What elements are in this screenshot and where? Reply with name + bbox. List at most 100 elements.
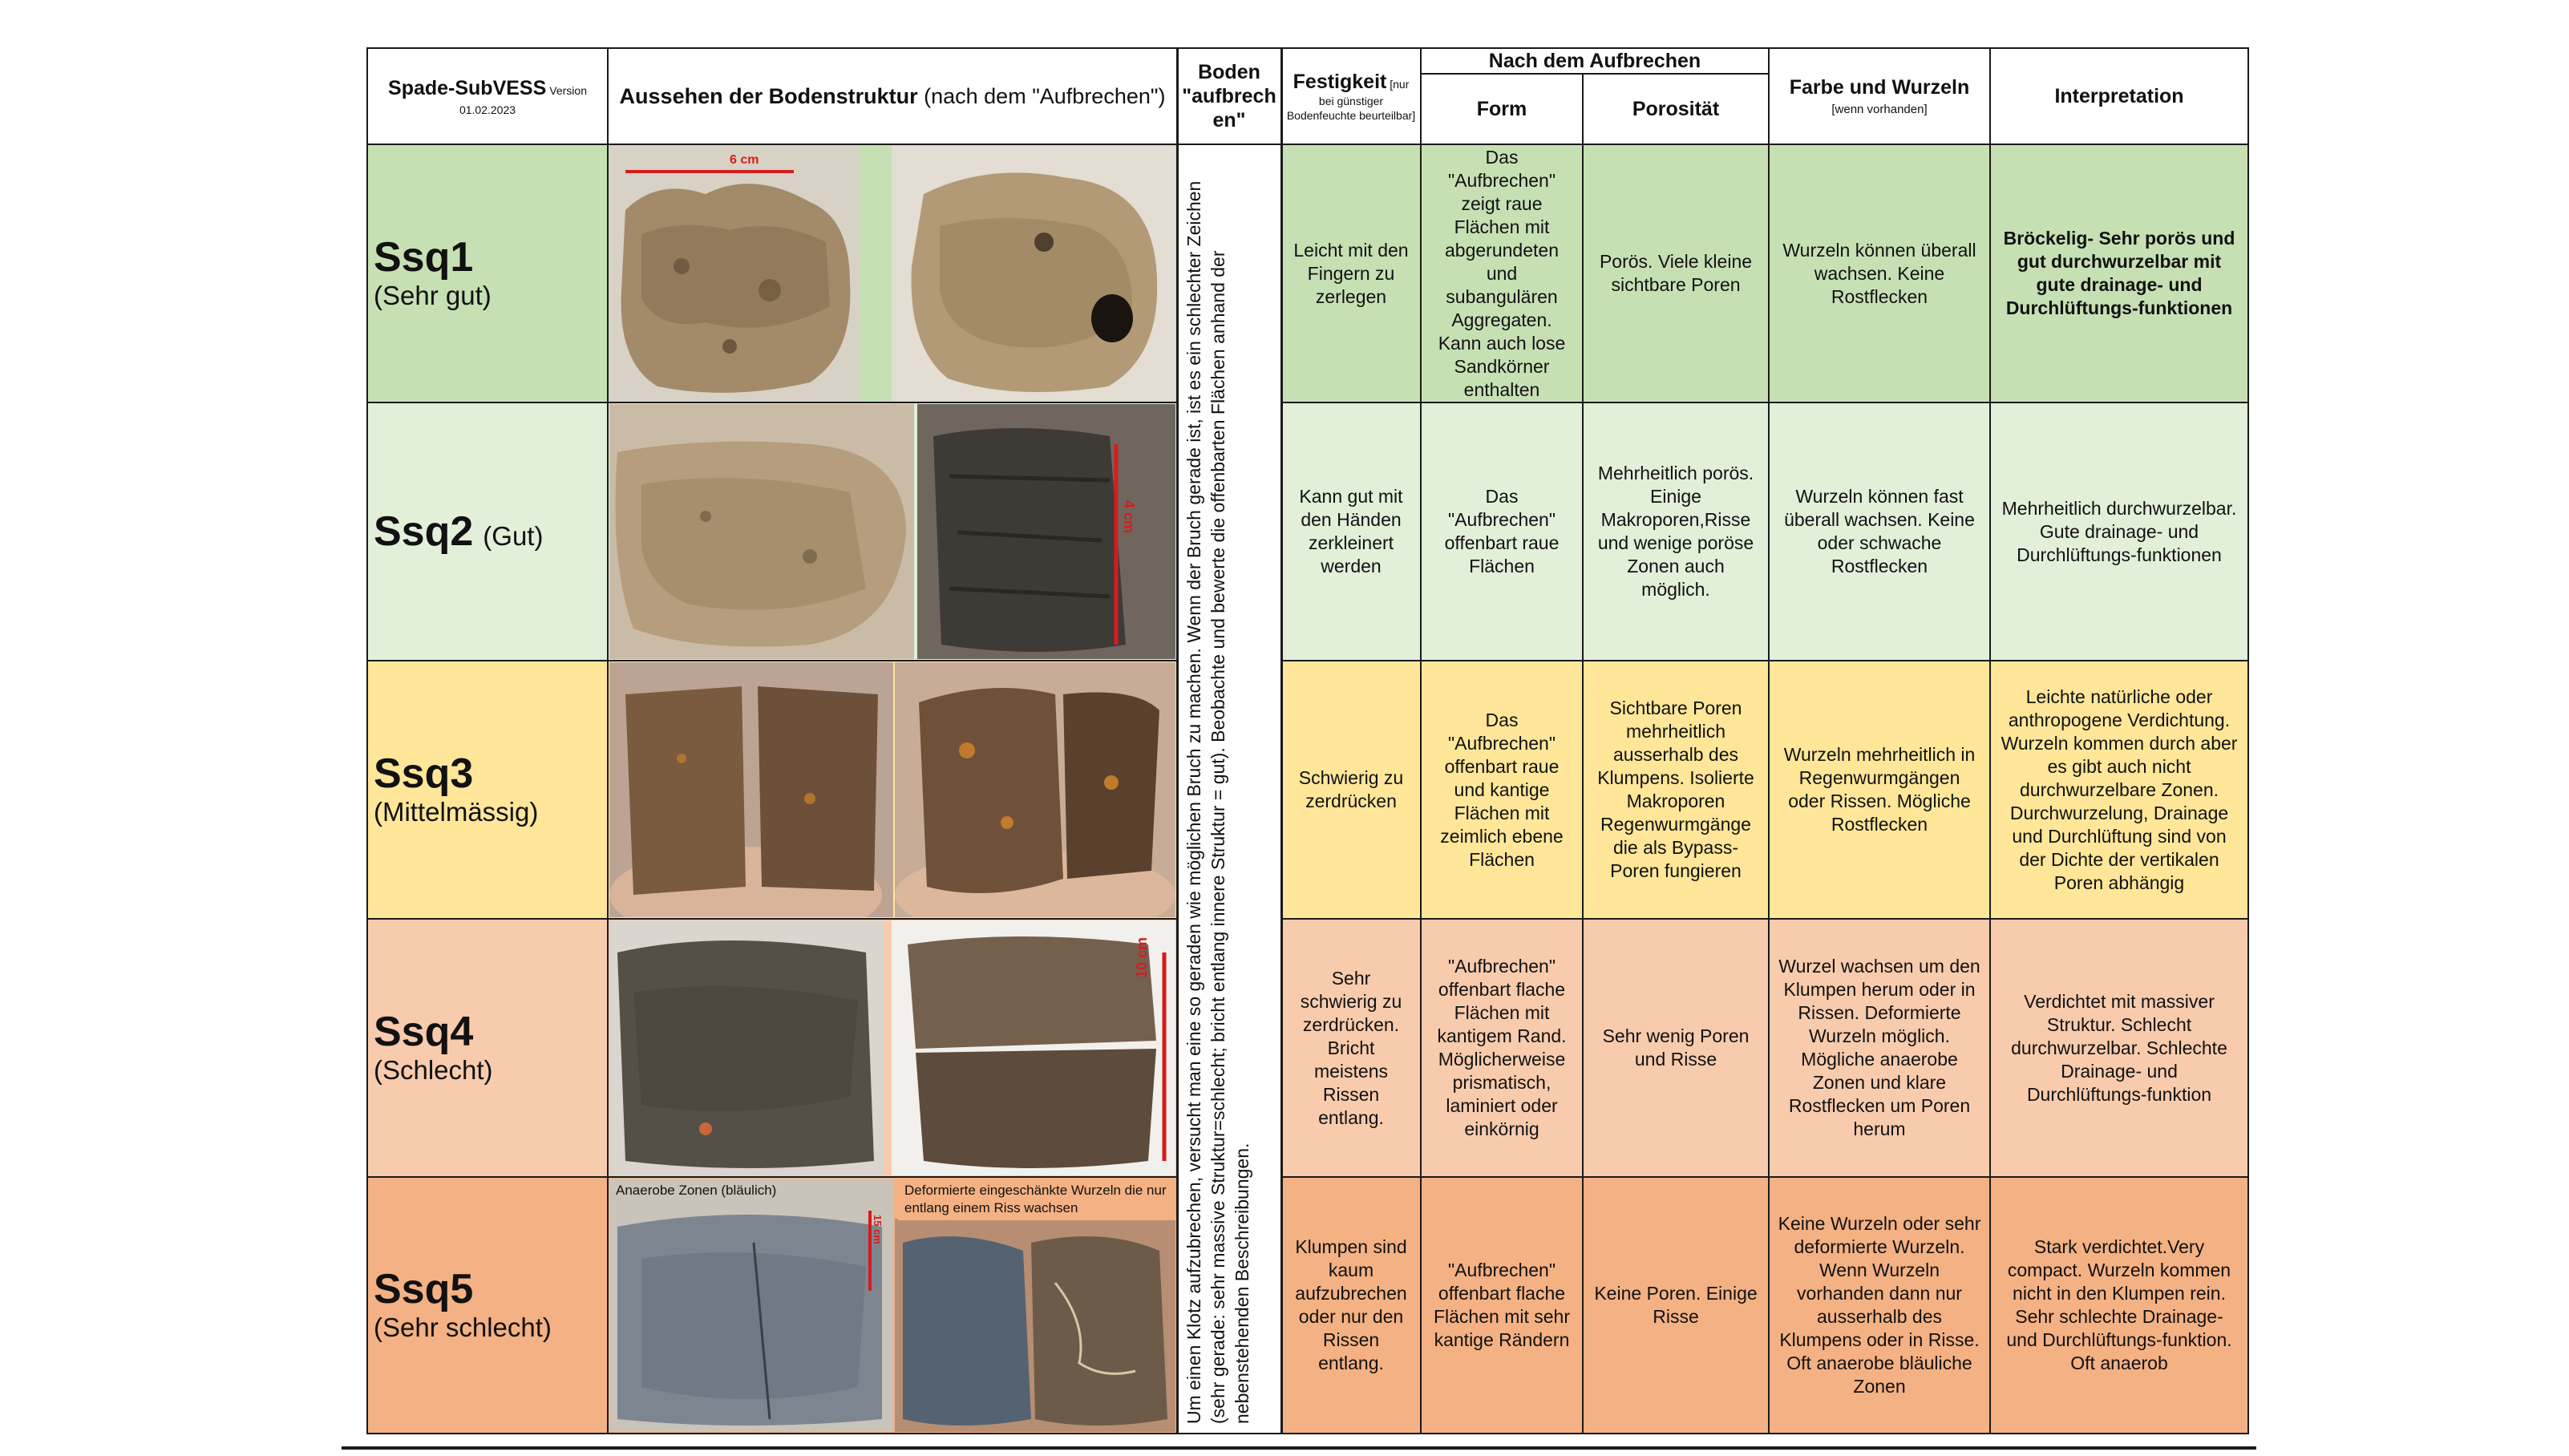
cell-form-ssq5: "Aufbrechen" offenbart flache Flächen mi… bbox=[1433, 1260, 1570, 1350]
title-cell: Spade-SubVESS Version 01.02.2023 bbox=[367, 48, 608, 144]
cell-festigkeit-ssq1: Leicht mit den Fingern zu zerlegen bbox=[1293, 239, 1409, 307]
caption-deformiert: Deformierte eingeschänkte Wurzeln die nu… bbox=[898, 1179, 1175, 1220]
cell-porositaet-ssq5: Keine Poren. Einige Risse bbox=[1594, 1283, 1758, 1327]
cell-festigkeit-ssq3: Schwierig zu zerdrücken bbox=[1298, 767, 1404, 811]
photo-ssq2-left bbox=[609, 404, 914, 659]
grid-line bbox=[1280, 47, 1283, 1434]
row-quality: (Sehr schlecht) bbox=[374, 1312, 552, 1342]
cell-farbe-ssq5: Keine Wurzeln oder sehr deformierte Wurz… bbox=[1778, 1213, 1981, 1397]
cell-interpretation-ssq3: Leichte natürliche oder anthropogene Ver… bbox=[2001, 686, 2238, 893]
row-quality: (Schlecht) bbox=[374, 1055, 493, 1085]
grid-line bbox=[366, 47, 368, 1434]
header-structure-bold: Aussehen der Bodenstruktur bbox=[619, 83, 918, 108]
row-quality: (Gut) bbox=[483, 521, 544, 551]
cell-interpretation-ssq2: Mehrheitlich durchwurzelbar. Gute draina… bbox=[2001, 497, 2237, 565]
vertical-instruction-note: Um einen Klotz aufzubrechen, versucht ma… bbox=[1183, 180, 1252, 1424]
page-bottom-rule bbox=[342, 1446, 2256, 1450]
header-farbe-note: [wenn vorhanden] bbox=[1831, 103, 1928, 116]
header-structure: Aussehen der Bodenstruktur (nach dem "Au… bbox=[608, 48, 1177, 144]
row-label-ssq4: Ssq4 (Schlecht) bbox=[367, 919, 608, 1177]
header-boden-line1: Boden bbox=[1198, 61, 1260, 83]
grid-line bbox=[1421, 73, 1769, 75]
header-boden-line2: "aufbrech bbox=[1182, 85, 1276, 107]
grid-line bbox=[1582, 73, 1584, 1434]
cell-farbe-ssq4: Wurzel wachsen um den Klumpen herum oder… bbox=[1778, 956, 1980, 1139]
cell-farbe-ssq1: Wurzeln können überall wachsen. Keine Ro… bbox=[1782, 239, 1976, 307]
header-nach-label: Nach dem Aufbrechen bbox=[1488, 49, 1701, 72]
grid-line bbox=[367, 402, 1177, 403]
row-label-ssq1: Ssq1 (Sehr gut) bbox=[367, 144, 608, 402]
photo-ssq5-right bbox=[895, 1219, 1175, 1432]
header-farbe: Farbe und Wurzeln [wenn vorhanden] bbox=[1769, 48, 1990, 144]
cell-form-ssq1: Das "Aufbrechen" zeigt raue Flächen mit … bbox=[1438, 146, 1566, 400]
row-code: Ssq1 bbox=[374, 234, 474, 281]
header-nach-group: Nach dem Aufbrechen bbox=[1421, 48, 1769, 74]
cell-farbe-ssq3: Wurzeln mehrheitlich in Regenwurmgängen … bbox=[1783, 744, 1976, 835]
cell-interpretation-ssq1: Bröckelig- Sehr porös und gut durchwurze… bbox=[2003, 228, 2235, 318]
header-festigkeit: Festigkeit [nur bei günstiger Bodenfeuch… bbox=[1281, 48, 1421, 144]
header-boden-line3: en" bbox=[1212, 109, 1246, 131]
grid-line bbox=[607, 47, 609, 1434]
grid-line bbox=[1281, 918, 2249, 920]
header-boden: Boden "aufbrech en" bbox=[1177, 48, 1281, 144]
cell-porositaet-ssq4: Sehr wenig Poren und Risse bbox=[1602, 1025, 1750, 1070]
row-label-ssq3: Ssq3 (Mittelmässig) bbox=[367, 661, 608, 919]
grid-line bbox=[367, 660, 1177, 661]
header-porositaet-label: Porosität bbox=[1632, 97, 1720, 120]
grid-line bbox=[1420, 47, 1422, 1434]
grid-line bbox=[367, 918, 1177, 920]
header-form: Form bbox=[1421, 74, 1583, 144]
cell-interpretation-ssq5: Stark verdichtet.Very compact. Wurzeln k… bbox=[2006, 1236, 2232, 1373]
cell-farbe-ssq2: Wurzeln können fast überall wachsen. Kei… bbox=[1784, 486, 1975, 576]
scale-label-10cm: 10 cm bbox=[1134, 937, 1150, 978]
grid-line bbox=[1768, 47, 1770, 1434]
cell-interpretation-ssq4: Verdichtet mit massiver Struktur. Schlec… bbox=[2011, 990, 2227, 1105]
photo-ssq5-left: 15 cm bbox=[609, 1179, 893, 1432]
cell-form-ssq4: "Aufbrechen" offenbart flache Flächen mi… bbox=[1437, 956, 1567, 1139]
grid-line bbox=[1281, 402, 2249, 403]
photo-ssq3-left bbox=[609, 662, 893, 917]
row-code: Ssq4 bbox=[374, 1009, 474, 1055]
grid-line bbox=[2247, 47, 2249, 1434]
grid-line bbox=[367, 144, 2249, 145]
row-code: Ssq5 bbox=[374, 1266, 474, 1312]
scale-label-4cm: 4 cm bbox=[1121, 500, 1137, 533]
grid-line bbox=[1989, 47, 1991, 1434]
cell-festigkeit-ssq2: Kann gut mit den Händen zerkleinert werd… bbox=[1299, 486, 1403, 576]
photo-ssq2-right: 4 cm bbox=[917, 404, 1175, 659]
photo-ssq3-right bbox=[895, 662, 1175, 917]
photo-ssq1-right bbox=[892, 146, 1175, 401]
photo-ssq1-left: 6 cm bbox=[609, 146, 860, 401]
grid-line bbox=[1281, 1176, 2249, 1178]
cell-festigkeit-ssq5: Klumpen sind kaum aufzubrechen oder nur … bbox=[1295, 1236, 1407, 1373]
grid-line bbox=[367, 1176, 1177, 1178]
header-interpretation: Interpretation bbox=[1990, 48, 2248, 144]
cell-porositaet-ssq3: Sichtbare Poren mehrheitlich ausserhalb … bbox=[1597, 698, 1754, 881]
grid-line bbox=[1176, 47, 1179, 1434]
grid-line bbox=[367, 47, 2249, 49]
row-label-ssq2: Ssq2 (Gut) bbox=[367, 402, 608, 661]
row-code: Ssq2 bbox=[374, 508, 474, 555]
cell-festigkeit-ssq4: Sehr schwierig zu zerdrücken. Bricht mei… bbox=[1300, 967, 1402, 1128]
grid-line bbox=[1281, 660, 2249, 661]
title-main: Spade-SubVESS bbox=[388, 76, 547, 99]
header-festigkeit-note: [nur bei günstiger Bodenfeuchte beurteil… bbox=[1286, 78, 1416, 122]
scale-label-15cm: 15 cm bbox=[872, 1215, 884, 1244]
photo-ssq4-right: 10 cm bbox=[892, 920, 1175, 1175]
header-farbe-label: Farbe und Wurzeln bbox=[1789, 76, 1970, 99]
row-label-ssq5: Ssq5 (Sehr schlecht) bbox=[367, 1177, 608, 1434]
title-date: 01.02.2023 bbox=[459, 103, 516, 116]
header-structure-rest: (nach dem "Aufbrechen") bbox=[917, 83, 1166, 108]
grid-line bbox=[367, 1433, 2249, 1434]
photo-ssq4-left bbox=[609, 920, 884, 1175]
vertical-note-bg bbox=[1177, 144, 1281, 1434]
cell-porositaet-ssq2: Mehrheitlich porös. Einige Makroporen,Ri… bbox=[1597, 463, 1754, 600]
header-porositaet: Porosität bbox=[1583, 74, 1769, 144]
header-form-label: Form bbox=[1476, 97, 1527, 120]
row-quality: (Sehr gut) bbox=[374, 281, 492, 310]
row-code: Ssq3 bbox=[374, 750, 474, 797]
caption-anaerob: Anaerobe Zonen (bläulich) bbox=[609, 1179, 882, 1203]
header-festigkeit-bold: Festigkeit bbox=[1293, 71, 1387, 93]
cell-form-ssq2: Das "Aufbrechen" offenbart raue Flächen bbox=[1444, 486, 1560, 576]
header-interpretation-label: Interpretation bbox=[2054, 84, 2184, 107]
